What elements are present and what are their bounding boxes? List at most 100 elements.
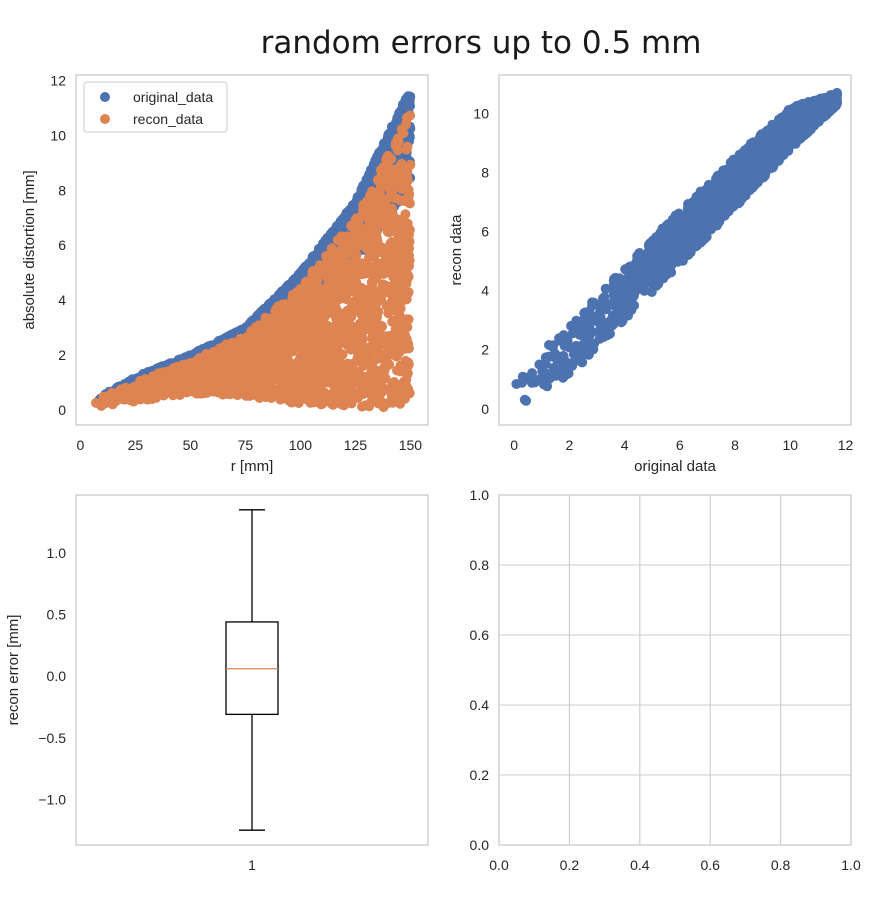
scatter-point	[361, 348, 372, 358]
scatter-point	[360, 181, 370, 192]
series-recon-vs-original	[511, 87, 843, 406]
scatter-point	[157, 375, 168, 386]
scatter-point	[320, 260, 331, 271]
scatter-point	[275, 324, 285, 335]
scatter-point	[281, 334, 292, 345]
scatter-point	[106, 388, 117, 398]
scatter-point	[388, 171, 399, 182]
scatter-point	[275, 394, 286, 405]
scatter-point	[281, 305, 292, 316]
scatter-point	[259, 366, 270, 377]
scatter-point	[404, 229, 414, 240]
scatter-point	[374, 258, 385, 269]
scatter-point	[320, 355, 331, 366]
scatter-point	[387, 291, 398, 302]
scatter-point	[292, 286, 303, 297]
scatter-point	[264, 388, 275, 399]
scatter-point	[361, 292, 372, 303]
scatter-point	[205, 375, 215, 386]
scatter-point	[191, 372, 202, 383]
scatter-point	[196, 354, 207, 365]
scatter-point	[316, 315, 327, 326]
scatter-point	[400, 270, 411, 281]
scatter-point	[197, 365, 208, 376]
scatter-point	[391, 164, 402, 174]
scatter-point	[376, 171, 387, 182]
scatter-point	[211, 364, 222, 375]
x-tick-label: 100	[289, 437, 313, 453]
scatter-point	[275, 361, 286, 372]
scatter-point	[293, 356, 304, 367]
scatter-point	[217, 373, 228, 384]
scatter-point	[399, 322, 410, 333]
scatter-point	[306, 362, 317, 373]
scatter-point	[390, 301, 401, 312]
scatter-point	[367, 226, 378, 237]
scatter-point	[381, 154, 392, 165]
scatter-point	[599, 292, 610, 303]
scatter-point	[220, 347, 230, 358]
scatter-point	[378, 267, 388, 278]
scatter-point	[301, 334, 312, 345]
scatter-point	[386, 268, 396, 278]
scatter-point	[340, 246, 351, 257]
scatter-point	[300, 277, 311, 288]
scatter-point	[296, 307, 307, 318]
scatter-point	[399, 329, 410, 340]
y-tick-label: 2	[58, 347, 66, 363]
scatter-point	[335, 285, 346, 296]
scatter-point	[346, 398, 357, 409]
scatter-point	[309, 348, 320, 358]
scatter-point	[608, 289, 619, 300]
scatter-point	[371, 382, 382, 393]
scatter-point	[356, 282, 367, 293]
scatter-point	[188, 358, 199, 369]
scatter-point	[392, 248, 403, 259]
scatter-point	[253, 352, 264, 362]
scatter-point	[284, 343, 295, 354]
scatter-point	[404, 198, 415, 209]
x-tick-label: 125	[344, 437, 368, 453]
scatter-point	[646, 287, 657, 297]
scatter-point	[149, 390, 160, 401]
scatter-point	[321, 335, 332, 346]
x-tick-label: 75	[238, 437, 254, 453]
scatter-point	[235, 325, 246, 336]
scatter-point	[366, 369, 377, 380]
x-tick-label: 0	[77, 437, 85, 453]
scatter-point	[346, 360, 357, 371]
scatter-point	[244, 390, 255, 401]
plot-area	[91, 91, 416, 413]
scatter-point	[385, 218, 396, 228]
scatter-point	[377, 279, 388, 290]
scatter-point	[396, 124, 407, 135]
scatter-point	[371, 321, 381, 332]
scatter-point	[361, 320, 372, 331]
scatter-point	[396, 240, 407, 251]
scatter-point	[402, 258, 413, 269]
scatter-point	[322, 368, 333, 379]
scatter-point	[400, 355, 411, 366]
scatter-point	[387, 192, 398, 203]
scatter-point	[402, 369, 413, 380]
scatter-point	[358, 199, 369, 210]
scatter-point	[357, 340, 368, 351]
scatter-point	[222, 388, 233, 399]
scatter-point	[392, 365, 402, 376]
scatter-point	[354, 376, 365, 387]
scatter-point	[277, 382, 288, 393]
scatter-point	[342, 330, 353, 341]
scatter-point	[223, 358, 234, 369]
x-tick-label: 50	[183, 437, 199, 453]
scatter-point	[583, 332, 594, 343]
scatter-point	[356, 309, 367, 320]
scatter-point	[387, 379, 398, 389]
scatter-point	[371, 195, 382, 205]
scatter-point	[404, 189, 415, 200]
legend-frame	[83, 81, 228, 133]
scatter-point	[377, 215, 388, 226]
scatter-point	[392, 145, 403, 156]
